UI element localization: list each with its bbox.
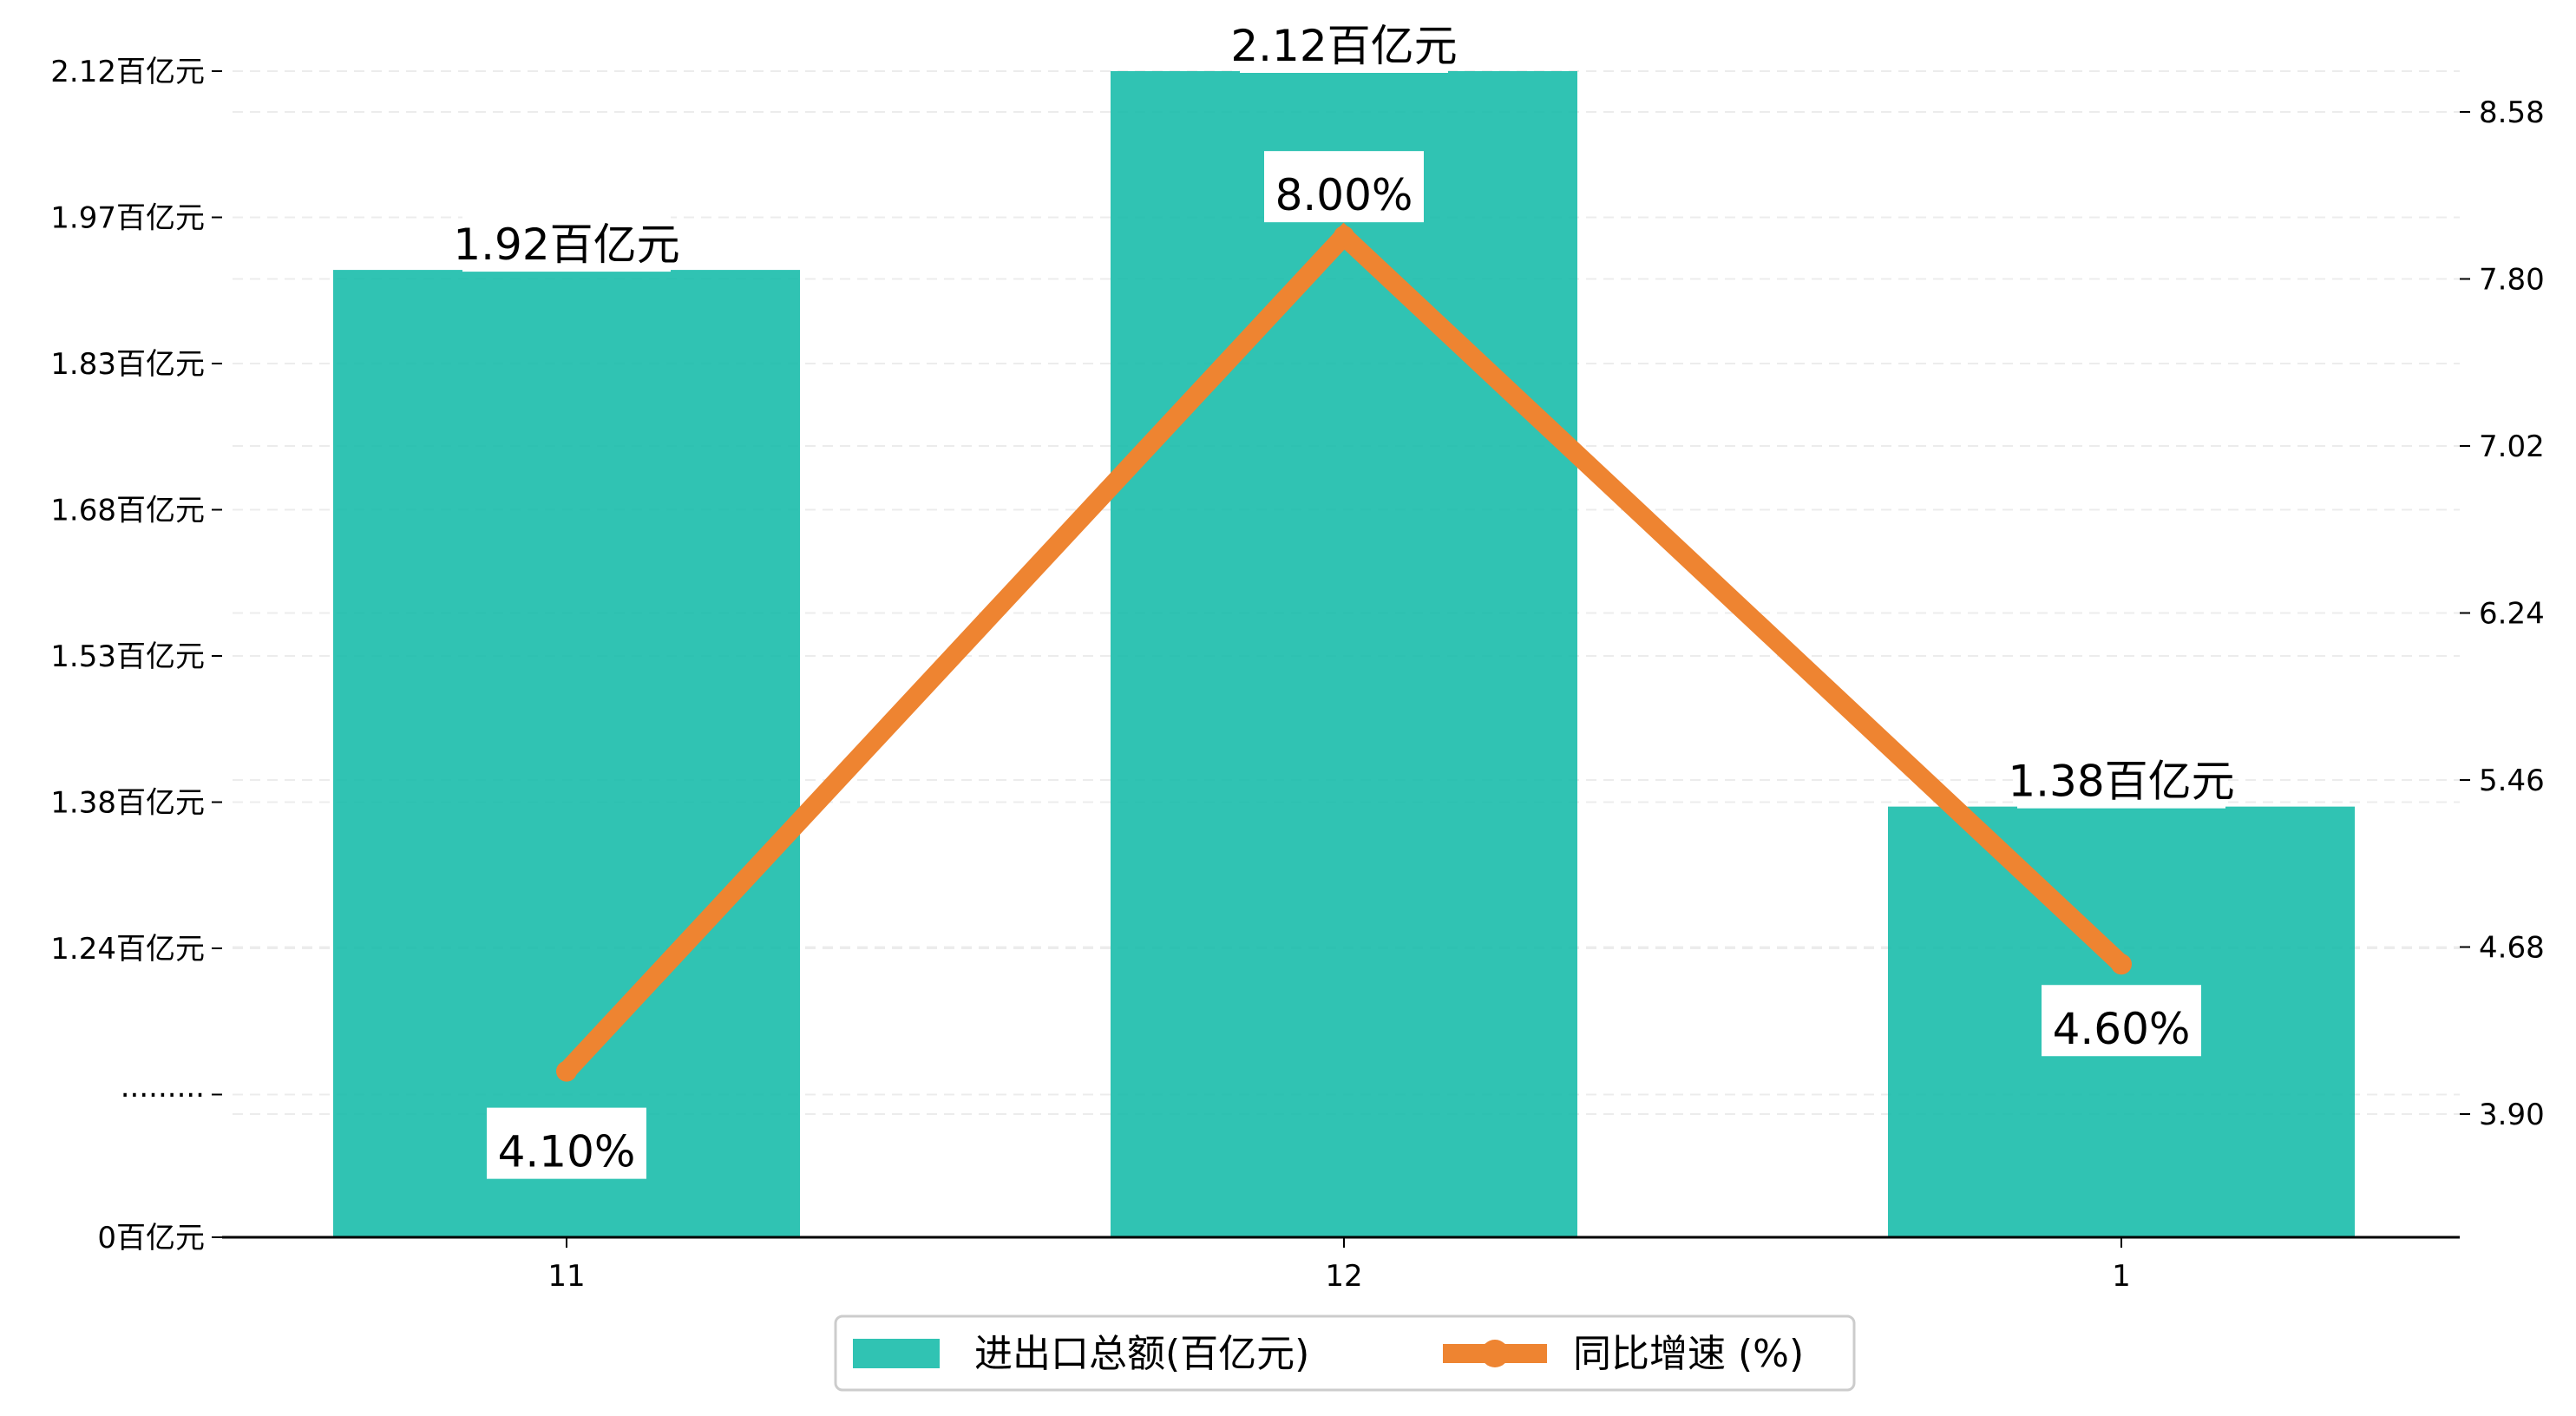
- left-tick-label: 1.53百亿元: [50, 639, 205, 674]
- bar-11: [333, 270, 800, 1237]
- left-tick-label: ·········: [121, 1078, 205, 1113]
- x-tick-label: 1: [2112, 1259, 2131, 1294]
- legend: 进出口总额(百亿元) 同比增速 (%): [834, 1314, 1856, 1392]
- bar-12: [1111, 71, 1577, 1237]
- line-value-label-box: [487, 1107, 646, 1179]
- legend-swatch-bar: [853, 1339, 940, 1368]
- bar-value-label-box: [1240, 14, 1448, 73]
- line-value-label-box: [1264, 151, 1424, 223]
- data-labels: 1.92百亿元 2.12百亿元 1.38百亿元 4.10% 8.00% 4.60%: [453, 14, 2235, 1179]
- left-tick-label: 1.68百亿元: [50, 494, 205, 528]
- right-tick-label: 7.80: [2479, 263, 2545, 298]
- left-tick-label: 0百亿元: [97, 1221, 205, 1255]
- legend-label-line: 同比增速 (%): [1573, 1332, 1804, 1376]
- line-value-label: 4.60%: [2053, 1004, 2191, 1054]
- bar-value-label: 1.38百亿元: [2008, 757, 2234, 807]
- legend-box: [834, 1314, 1856, 1392]
- left-tick-label: 1.97百亿元: [50, 201, 205, 236]
- right-tick-label: 6.24: [2479, 597, 2545, 632]
- x-tick-label: 12: [1325, 1259, 1362, 1294]
- bar-value-label: 2.12百亿元: [1230, 21, 1457, 71]
- legend-swatch-marker: [1481, 1340, 1509, 1367]
- right-tick-label: 5.46: [2479, 764, 2545, 798]
- axes: 0百亿元 ········· 1.24百亿元 1.38百亿元 1.53百亿元 1.68百亿…: [50, 55, 2544, 1294]
- legend-label-bar: 进出口总额(百亿元): [974, 1332, 1309, 1376]
- right-tick-label: 7.02: [2479, 429, 2545, 464]
- left-tick-label: 1.38百亿元: [50, 786, 205, 821]
- growth-point-11: [556, 1060, 577, 1082]
- x-tick-label: 11: [547, 1259, 585, 1294]
- left-tick-label: 1.83百亿元: [50, 347, 205, 382]
- bar-value-label-box: [2017, 749, 2225, 809]
- right-tick-label: 8.58: [2479, 95, 2545, 130]
- line-value-label: 8.00%: [1275, 170, 1413, 220]
- growth-point-12: [1334, 226, 1354, 247]
- right-tick-label: 3.90: [2479, 1098, 2545, 1132]
- line-value-label-box: [2042, 985, 2201, 1057]
- growth-point-1: [2111, 954, 2132, 975]
- right-tick-label: 4.68: [2479, 931, 2545, 966]
- left-tick-label: 2.12百亿元: [50, 55, 205, 89]
- bar-value-label-box: [462, 213, 671, 272]
- line-value-label: 4.10%: [498, 1127, 636, 1177]
- line-series: [556, 222, 2132, 1082]
- bar-value-label: 1.92百亿元: [453, 220, 679, 270]
- left-tick-label: 1.24百亿元: [50, 932, 205, 967]
